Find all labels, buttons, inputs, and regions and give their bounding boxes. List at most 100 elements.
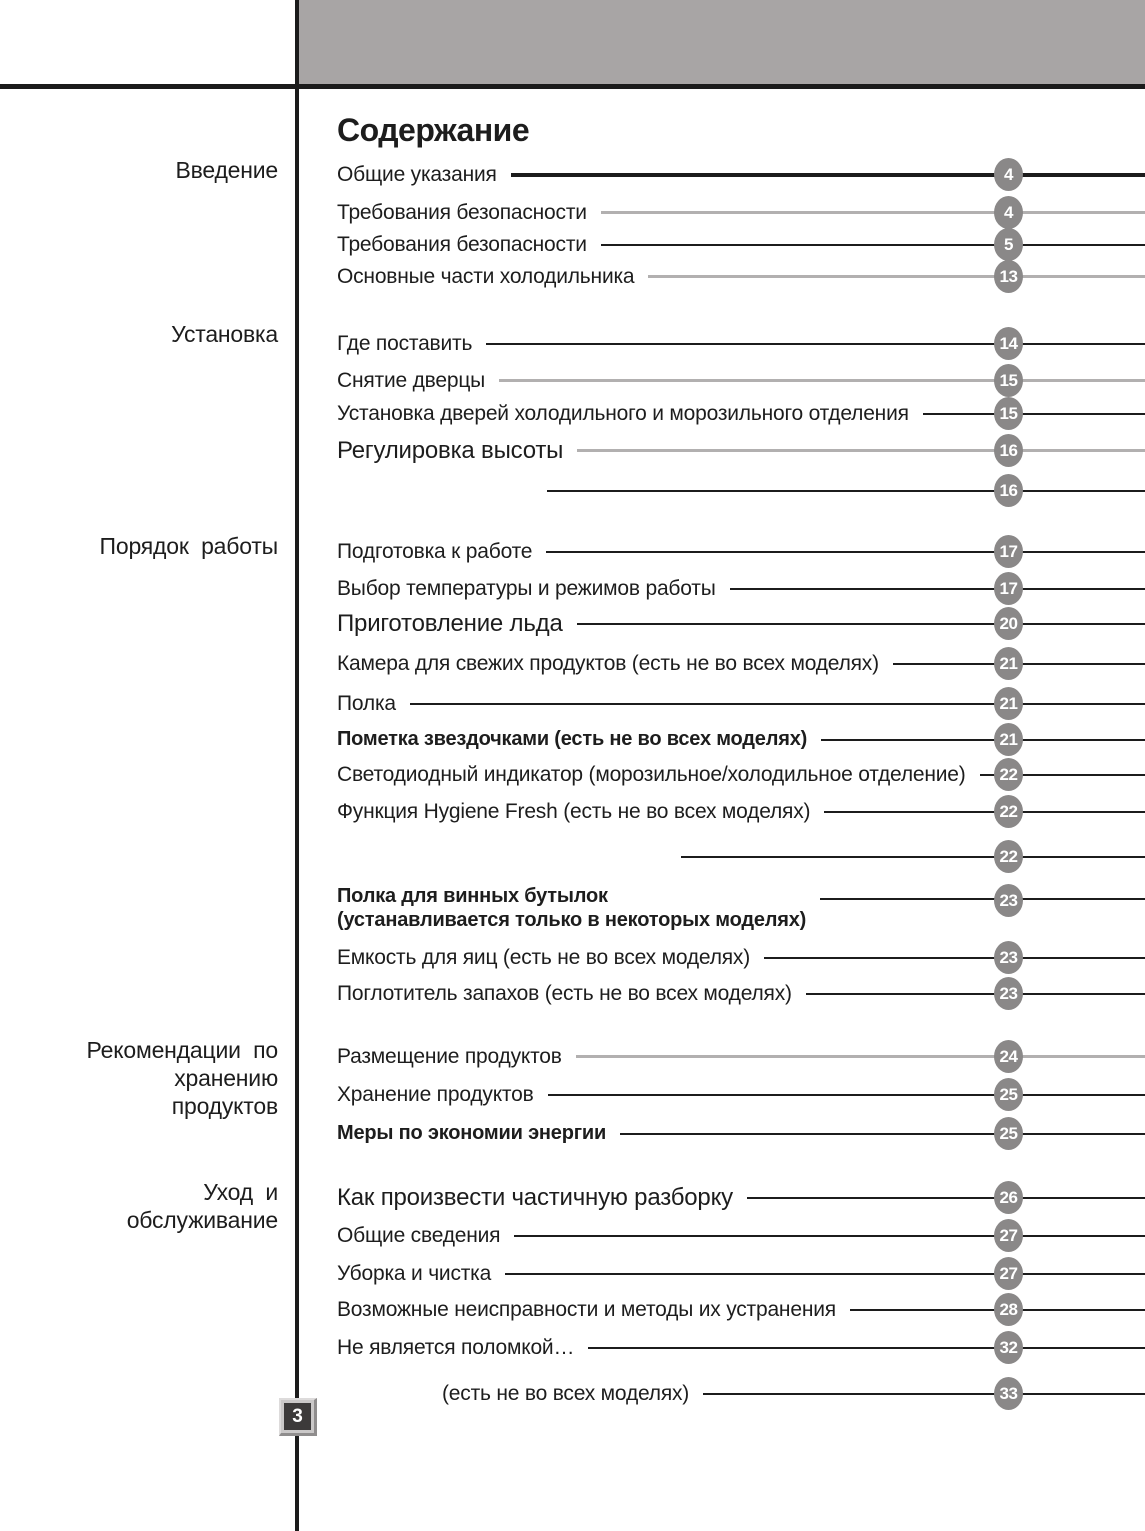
toc-item-row: Приготовление льда 20 [337,607,1145,640]
toc-item-label: Общие сведения [337,1223,501,1247]
page-ref-badge: 17 [994,535,1023,568]
toc-item-row: Меры по экономии энергии 25 [337,1117,1145,1150]
page-ref-badge: 14 [994,327,1023,360]
leader-line [979,773,1145,776]
leader-line [575,1055,1145,1058]
section-label: Введение [0,156,278,184]
header-gray-bar [298,0,1145,84]
section-label: Установка [0,320,278,348]
page-ref-badge: 21 [994,647,1023,680]
page-ref-badge: 17 [994,572,1023,605]
page-ref-badge: 20 [994,607,1023,640]
toc-item-label: Подготовка к работе [337,539,533,563]
toc-item-label: Хранение продуктов [337,1082,534,1106]
toc-item-row: Выбор температуры и режимов работы 17 [337,572,1145,605]
toc-item-label: Размещение продуктов [337,1044,562,1068]
toc-item-label: Снятие дверцы [337,368,486,392]
page-ref-badge: 24 [994,1040,1023,1073]
toc-item-label: Полка для винных бутылок (устанавливается… [337,884,806,932]
leader-line [577,449,1145,452]
toc-item-row: Светодиодный индикатор (морозильное/холо… [337,758,1145,791]
section-label-line: Порядок работы [99,533,279,559]
leader-line [547,1093,1145,1096]
page-ref-badge: 27 [994,1257,1023,1290]
page-ref-badge: 4 [994,196,1023,229]
toc-item-row: Регулировка высоты 16 [337,434,1145,467]
section-label: Рекомендации по хранению продуктов [0,1036,279,1120]
toc-item-row: 16 [337,474,1145,507]
page-ref-badge: 33 [994,1377,1023,1410]
toc-item-label: Общие указания [337,162,497,186]
page-title: Содержание [337,112,530,148]
toc-item-row: Размещение продуктов 24 [337,1040,1145,1073]
leader-line [681,855,1145,858]
toc-item-row: Как произвести частичную разборку 26 [337,1181,1145,1214]
page-number-badge: 3 [279,1398,317,1436]
toc-item-label: Камера для свежих продуктов (есть не во … [337,651,879,675]
toc-item-label: Требования безопасности [337,232,587,256]
page-ref-badge: 22 [994,795,1023,828]
toc-item-label: Светодиодный индикатор (морозильное/холо… [337,762,966,786]
page-ref-badge: 21 [994,687,1023,720]
section-label-line: Установка [171,321,278,347]
leader-line [922,412,1145,415]
page-ref-badge: 23 [994,977,1023,1010]
toc-item-label: Поглотитель запахов (есть не во всех мод… [337,981,792,1005]
leader-line [499,379,1145,382]
page-ref-badge: 15 [994,364,1023,397]
toc-item-row: Не является поломкой… 32 [337,1331,1145,1364]
leader-spacer [337,856,667,857]
page-ref-badge: 15 [994,397,1023,430]
page-ref-badge: 22 [994,758,1023,791]
toc-item-row: Полка для винных бутылок (устанавливается… [337,884,1145,932]
toc-item-row: Пометка звездочками (есть не во всех мод… [337,723,1145,756]
toc-item-label: Установка дверей холодильного и морозиль… [337,401,909,425]
leader-line [547,489,1145,492]
section-label-line: Введение [175,157,278,183]
toc-item-row: 22 [337,840,1145,873]
toc-item-label: Выбор температуры и режимов работы [337,576,716,600]
page-ref-badge: 21 [994,723,1023,756]
section-label: Порядок работы [0,532,279,560]
leader-line [648,275,1145,278]
page-ref-badge: 4 [994,158,1023,191]
leader-line [820,898,1145,900]
toc-item-label-line2: (устанавливается только в некоторых моде… [337,909,807,931]
toc-item-row: Уборка и чистка 27 [337,1257,1145,1290]
toc-item-label: Возможные неисправности и методы их устр… [337,1297,836,1321]
leader-line [620,1132,1145,1135]
page-ref-badge: 22 [994,840,1023,873]
leader-line [805,992,1145,995]
toc-item-label: Как произвести частичную разборку [337,1183,733,1211]
toc-item-row: Требования безопасности 4 [337,196,1145,229]
section-label-line: Рекомендации по [86,1037,279,1063]
section-label-line: продуктов [171,1093,278,1119]
leader-line [824,810,1145,813]
toc-item-label: Уборка и чистка [337,1261,492,1285]
page-ref-badge: 32 [994,1331,1023,1364]
leader-line [600,243,1145,246]
toc-item-label: Пометка звездочками (есть не во всех мод… [337,728,808,750]
page-ref-badge: 5 [994,228,1023,261]
leader-line [821,738,1145,741]
section-label-line: хранению [174,1065,278,1091]
column-divider-line [295,0,299,1531]
leader-line [505,1272,1145,1275]
toc-item-label: Меры по экономии энергии [337,1122,607,1144]
page-ref-badge: 26 [994,1181,1023,1214]
toc-item-label: Требования безопасности [337,200,587,224]
toc-item-row: (есть не во всех моделях) 33 [337,1377,1145,1410]
toc-item-label: Где поставить [337,331,473,355]
page-ref-badge: 23 [994,941,1023,974]
page-ref-badge: 16 [994,434,1023,467]
toc-item-row: Полка 21 [337,687,1145,720]
toc-item-label: Не является поломкой… [337,1335,575,1359]
toc-item-row: Емкость для яиц (есть не во всех моделях… [337,941,1145,974]
header-rule [0,84,1145,89]
page-ref-badge: 25 [994,1078,1023,1111]
section-label-line: Уход и [203,1179,278,1205]
toc-item-row: Функция Hygiene Fresh (есть не во всех м… [337,795,1145,828]
toc-item-row: Подготовка к работе 17 [337,535,1145,568]
leader-spacer [337,490,533,491]
leader-line [746,1196,1145,1199]
